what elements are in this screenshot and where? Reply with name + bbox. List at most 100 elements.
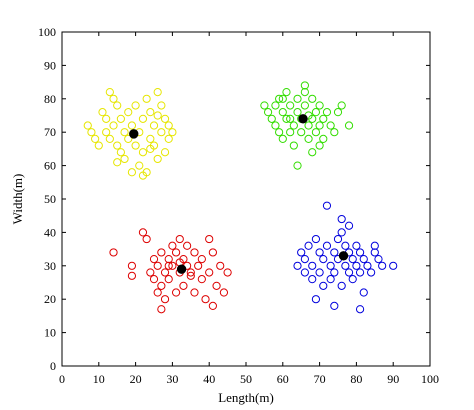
y-tick-label: 30 bbox=[44, 259, 56, 273]
axis-ticks: 0 10 20 30 40 50 60 70 80 90 100 0 10 20 30 40 50 60 70 80 9… bbox=[38, 25, 439, 386]
data-point-series-2 bbox=[263, 108, 273, 117]
x-axis-label: Length(m) bbox=[218, 390, 274, 405]
data-point-series-1 bbox=[102, 114, 111, 123]
centroid-point bbox=[298, 114, 308, 124]
y-tick-label: 80 bbox=[44, 92, 56, 106]
data-point-series-1 bbox=[138, 171, 148, 180]
data-point-series-1 bbox=[135, 161, 144, 170]
data-point-series-4 bbox=[378, 261, 387, 270]
data-point-series-1 bbox=[124, 134, 133, 143]
data-point-series-4 bbox=[322, 241, 332, 250]
data-point-series-2 bbox=[300, 81, 309, 90]
data-point-series-1 bbox=[153, 111, 162, 120]
data-point-series-2 bbox=[344, 121, 354, 130]
data-point-series-1 bbox=[124, 108, 133, 117]
data-point-series-4 bbox=[333, 234, 343, 244]
data-point-series-4 bbox=[341, 261, 350, 270]
data-point-series-1 bbox=[146, 134, 155, 143]
data-point-series-2 bbox=[333, 108, 343, 117]
data-point-series-2 bbox=[315, 101, 324, 110]
y-tick-label: 70 bbox=[44, 125, 56, 139]
data-point-series-1 bbox=[146, 144, 155, 153]
data-point-series-3 bbox=[157, 248, 166, 257]
y-tick-label: 20 bbox=[44, 292, 56, 306]
data-point-series-2 bbox=[286, 101, 295, 110]
data-point-series-4 bbox=[355, 268, 365, 277]
data-point-series-4 bbox=[308, 275, 317, 284]
data-point-series-3 bbox=[157, 305, 166, 314]
data-point-series-1 bbox=[138, 148, 148, 157]
data-point-series-2 bbox=[282, 88, 291, 97]
data-point-series-4 bbox=[293, 261, 302, 270]
data-point-series-3 bbox=[205, 234, 214, 244]
data-point-series-3 bbox=[164, 261, 173, 270]
data-point-series-1 bbox=[113, 141, 122, 150]
data-point-series-3 bbox=[153, 288, 162, 297]
data-point-series-3 bbox=[208, 248, 217, 257]
data-point-series-1 bbox=[138, 114, 148, 123]
data-point-series-3 bbox=[160, 295, 170, 304]
data-point-series-1 bbox=[116, 114, 125, 123]
data-point-series-4 bbox=[330, 268, 339, 277]
data-point-series-4 bbox=[311, 295, 321, 304]
data-point-series-2 bbox=[311, 128, 321, 137]
data-point-series-3 bbox=[157, 281, 166, 290]
x-tick-label: 80 bbox=[350, 372, 362, 386]
data-point-series-1 bbox=[83, 121, 92, 130]
data-point-series-4 bbox=[330, 248, 339, 257]
data-point-series-3 bbox=[197, 275, 206, 284]
data-point-series-1 bbox=[109, 94, 118, 103]
y-tick-label: 50 bbox=[44, 192, 56, 206]
data-point-series-3 bbox=[186, 268, 195, 277]
data-point-series-1 bbox=[109, 121, 118, 130]
data-point-series-2 bbox=[326, 121, 335, 130]
x-tick-label: 20 bbox=[130, 372, 142, 386]
data-point-series-4 bbox=[344, 268, 354, 277]
data-point-series-1 bbox=[94, 141, 103, 150]
data-point-series-3 bbox=[179, 281, 188, 290]
centroid-point bbox=[176, 264, 187, 274]
data-point-series-2 bbox=[282, 114, 291, 123]
data-point-series-2 bbox=[315, 141, 324, 150]
data-point-series-4 bbox=[319, 255, 328, 264]
data-point-series-2 bbox=[300, 88, 309, 97]
data-point-series-3 bbox=[205, 268, 214, 277]
data-point-series-3 bbox=[149, 255, 159, 264]
y-tick-label: 40 bbox=[44, 225, 56, 239]
data-point-series-2 bbox=[304, 134, 313, 143]
data-point-series-1 bbox=[91, 134, 100, 143]
x-tick-label: 70 bbox=[314, 372, 326, 386]
data-point-series-3 bbox=[201, 295, 210, 304]
data-point-series-4 bbox=[344, 221, 354, 230]
data-point-series-1 bbox=[149, 121, 159, 130]
data-point-series-3 bbox=[171, 248, 181, 257]
data-point-series-4 bbox=[389, 261, 398, 270]
x-tick-label: 100 bbox=[421, 372, 439, 386]
data-point-series-3 bbox=[223, 268, 232, 277]
data-point-series-2 bbox=[319, 114, 328, 123]
data-point-series-1 bbox=[164, 121, 173, 130]
data-point-series-1 bbox=[105, 134, 114, 143]
data-point-series-3 bbox=[190, 248, 199, 257]
data-point-series-4 bbox=[337, 228, 346, 237]
data-point-series-3 bbox=[183, 241, 192, 250]
data-point-series-3 bbox=[168, 241, 177, 250]
data-point-series-4 bbox=[374, 255, 383, 264]
data-point-series-1 bbox=[102, 128, 111, 137]
data-point-series-4 bbox=[319, 281, 328, 290]
data-point-series-4 bbox=[300, 268, 309, 277]
y-tick-label: 90 bbox=[44, 58, 56, 72]
data-point-series-1 bbox=[142, 94, 151, 103]
y-tick-label: 10 bbox=[44, 326, 56, 340]
data-point-series-3 bbox=[171, 288, 181, 297]
data-point-series-1 bbox=[127, 121, 137, 130]
data-point-series-2 bbox=[260, 101, 269, 110]
data-point-series-4 bbox=[359, 255, 368, 264]
data-point-series-2 bbox=[330, 128, 339, 137]
data-point-series-3 bbox=[219, 288, 229, 297]
data-point-series-2 bbox=[286, 128, 295, 137]
x-tick-label: 60 bbox=[277, 372, 289, 386]
y-tick-label: 100 bbox=[38, 25, 56, 39]
